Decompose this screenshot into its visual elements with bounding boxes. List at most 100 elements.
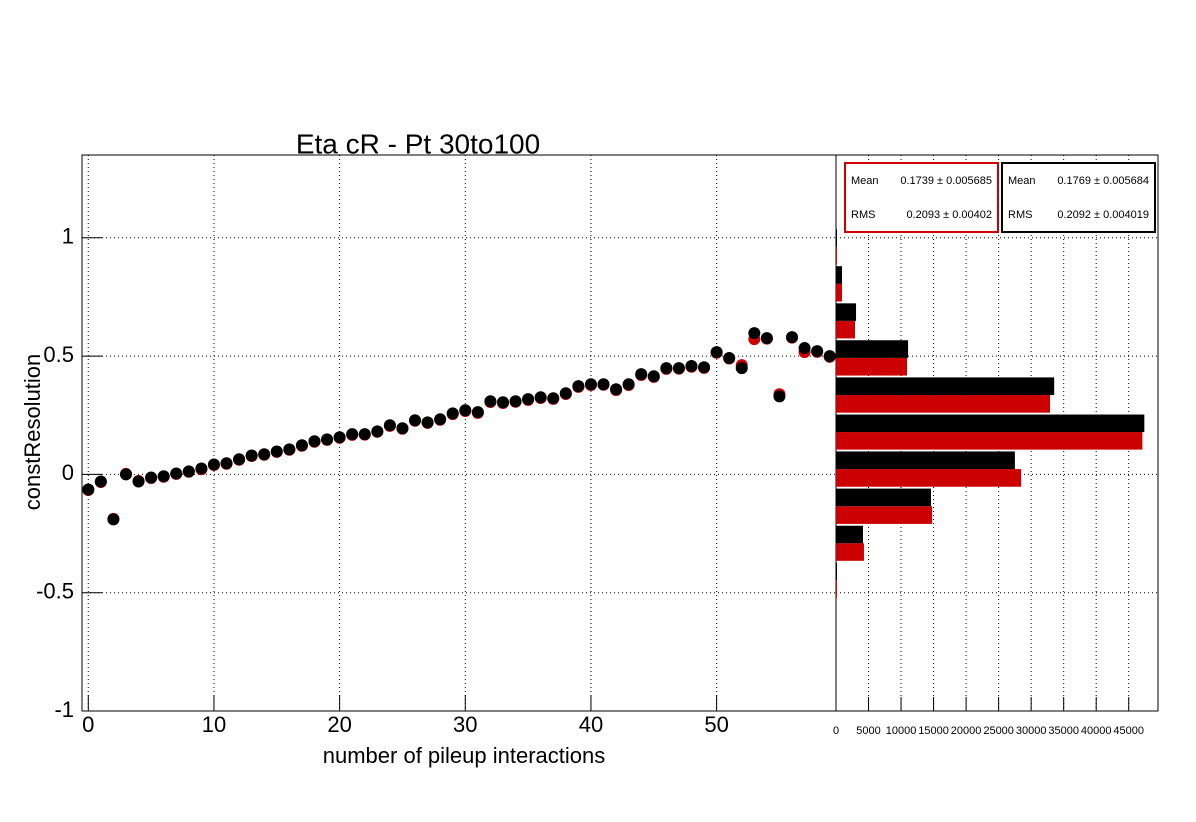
marker [119,468,132,481]
x-tick-label: 25000 [983,725,1014,737]
marker [698,361,711,374]
marker [547,392,560,405]
x-axis-label: number of pileup interactions [323,743,606,768]
histogram-bar [836,432,1143,450]
marker [233,453,246,466]
marker [773,390,786,403]
marker [258,448,271,461]
histogram-bar [836,451,1015,470]
marker [635,368,648,381]
marker [333,431,346,444]
marker [572,380,585,393]
x-tick-label: 20 [327,712,351,737]
marker [798,342,811,355]
marker [584,378,597,391]
stats-value: 0.2093 ± 0.00402 [906,209,992,221]
x-tick-label: 35000 [1048,725,1079,737]
histogram-bar [836,320,855,339]
marker [195,462,208,475]
marker [358,428,371,441]
marker [610,383,623,396]
marker [748,327,761,340]
x-tick-label: 40 [579,712,603,737]
marker [597,378,610,391]
marker [157,470,170,483]
marker [245,449,258,462]
x-tick-label: 15000 [918,725,949,737]
histogram-bar [836,340,909,358]
marker [811,345,824,358]
marker [383,419,396,432]
marker [220,457,233,470]
stats-value: 0.2092 ± 0.004019 [1057,209,1149,221]
marker [660,362,673,375]
x-tick-label: 10 [202,712,226,737]
stats-box [844,162,999,233]
marker [170,467,183,480]
histogram-bar [836,562,837,581]
marker [182,465,195,478]
y-tick-label: -1 [54,697,74,722]
x-tick-label: 10000 [886,725,917,737]
marker [760,332,773,345]
x-tick-label: 0 [82,712,94,737]
x-tick-label: 30 [453,712,477,737]
marker [346,428,359,441]
x-tick-label: 50 [704,712,728,737]
histogram-bar [836,377,1055,396]
marker [446,407,459,420]
histogram-bar [836,469,1022,487]
x-tick-label: 0 [833,725,839,737]
marker [283,443,296,456]
marker [459,404,472,417]
marker [522,393,535,406]
marker [434,413,447,426]
histogram-bar [836,357,908,376]
stats-label: RMS [1008,209,1032,221]
marker [484,395,497,408]
marker [823,350,836,363]
marker [559,387,572,400]
marker [723,351,736,364]
marker [672,362,685,375]
marker [685,360,698,373]
marker [145,471,158,484]
chart-title: Eta cR - Pt 30to100 [296,128,540,159]
stats-label: Mean [851,175,879,187]
stats-label: Mean [1008,175,1036,187]
x-tick-label: 30000 [1016,725,1047,737]
marker [321,433,334,446]
marker [409,414,422,427]
histogram-bar [836,266,842,284]
histogram-bar [836,395,1051,413]
marker [471,406,484,419]
marker [509,395,522,408]
x-tick-label: 45000 [1113,725,1144,737]
marker [496,396,509,409]
histogram-bar [836,229,837,247]
histogram-bar [836,543,864,561]
y-axis-label: constResolution [20,354,45,511]
marker [270,445,283,458]
marker [295,439,308,452]
marker [396,422,409,435]
y-tick-label: -0.5 [36,579,74,604]
histogram-bar [836,580,837,598]
marker [207,458,220,471]
x-tick-label: 5000 [856,725,880,737]
stats-value: 0.1769 ± 0.005684 [1057,175,1149,187]
marker [786,331,799,344]
histogram-bar [836,283,842,302]
histogram-bar [836,246,837,265]
stats-value: 0.1739 ± 0.005685 [900,175,992,187]
x-tick-label: 40000 [1081,725,1112,737]
stats-box [1001,162,1156,233]
marker [622,378,635,391]
histogram-bar [836,506,933,524]
marker [82,483,95,496]
marker [710,346,723,359]
y-tick-label: 0.5 [43,342,74,367]
marker [107,513,120,526]
histogram-bar [836,525,863,544]
